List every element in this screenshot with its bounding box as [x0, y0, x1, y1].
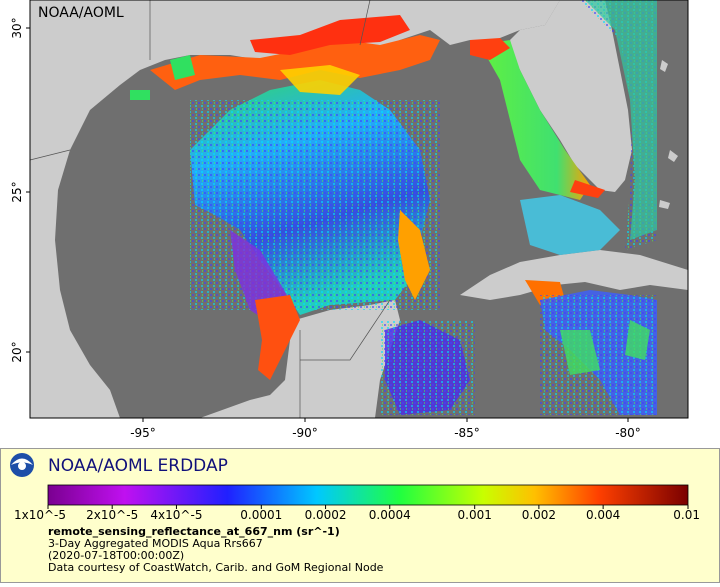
colorbar-tick-label: 4x10^-5 [150, 508, 202, 522]
legend-background [0, 448, 720, 583]
colorbar-tick-label: 0.01 [673, 508, 700, 522]
variable-name: remote_sensing_reflectance_at_667_nm (sr… [48, 525, 340, 538]
lon-tick-label: -80° [615, 426, 641, 440]
legend-title: NOAA/AOML ERDDAP [48, 456, 228, 476]
colorbar-tick-label: 0.0001 [240, 508, 282, 522]
legend-panel: NOAA/AOML ERDDAP 1x10^-5 2x10^-5 4x10^-5 0.… [0, 448, 720, 583]
borders [29, 0, 391, 418]
colorbar-tick-label: 0.0002 [305, 508, 347, 522]
map-frame [29, 0, 689, 419]
legend-line: (2020-07-18T00:00:00Z) [48, 549, 184, 562]
colorbar-tick-label: 0.002 [522, 508, 556, 522]
atlantic [657, 0, 688, 250]
land-cuba [460, 250, 688, 300]
land-florida [510, 0, 632, 192]
legend-line: Data courtesy of CoastWatch, Carib. and … [48, 561, 384, 574]
map-title: NOAA/AOML [38, 5, 124, 21]
legend-line: 3-Day Aggregated MODIS Aqua Rrs667 [48, 537, 263, 550]
axis-ticks: 30° 25° 20° -95° -90° -85° -80° [10, 17, 641, 440]
colorbar-tick-label: 1x10^-5 [14, 508, 66, 522]
colorbar-ticks: 1x10^-5 2x10^-5 4x10^-5 0.0001 0.0002 0.0004 0… [14, 505, 700, 522]
lon-tick-label: -85° [454, 426, 480, 440]
lat-tick-label: 25° [10, 181, 24, 202]
colorbar-tick-label: 0.001 [458, 508, 492, 522]
satellite-data [130, 0, 657, 415]
colorbar [47, 484, 689, 506]
colorbar-tick-label: 2x10^-5 [86, 508, 138, 522]
colorbar-tick-label: 0.0004 [369, 508, 411, 522]
lat-tick-label: 30° [10, 17, 24, 38]
lat-tick-label: 20° [10, 341, 24, 362]
land-north [30, 0, 560, 418]
lon-tick-label: -90° [292, 426, 318, 440]
map: NOAA/AOML [29, 0, 689, 419]
logo [10, 453, 34, 477]
colorbar-tick-label: 0.004 [586, 508, 620, 522]
lon-tick-label: -95° [130, 426, 156, 440]
